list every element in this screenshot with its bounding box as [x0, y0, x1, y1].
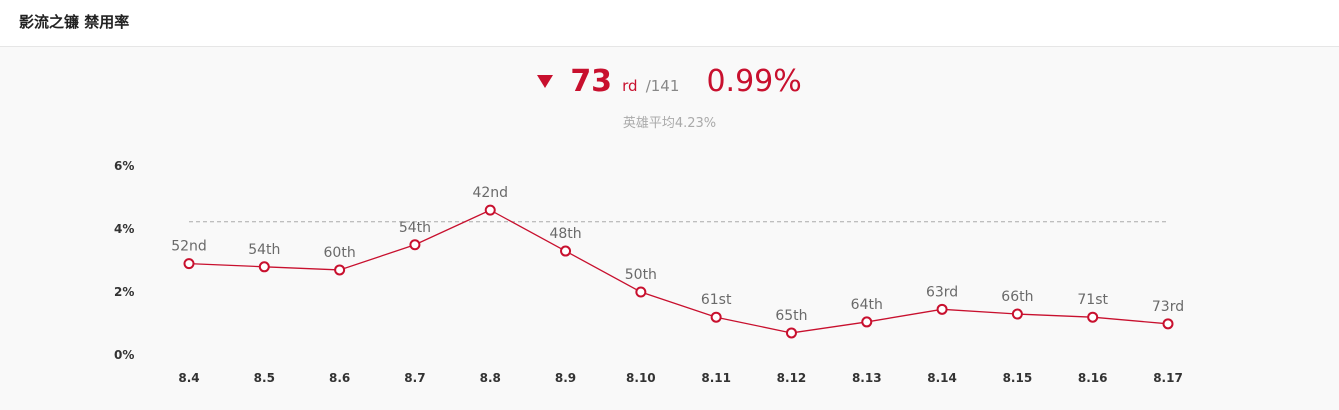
data-point: [258, 261, 270, 273]
page-header: 影流之镰 禁用率: [0, 0, 1339, 47]
x-tick-label: 8.17: [1153, 371, 1183, 385]
y-tick-label: 6%: [114, 159, 134, 173]
data-label: 65th: [775, 308, 807, 324]
data-label: 42nd: [472, 185, 508, 201]
ban-rate-value: 0.99%: [706, 64, 802, 99]
series-line: [188, 209, 1169, 334]
x-tick-label: 8.13: [852, 371, 882, 385]
data-point: [183, 258, 195, 270]
data-label: 61st: [701, 292, 732, 308]
data-point: [861, 316, 873, 328]
page-title: 影流之镰 禁用率: [19, 13, 130, 31]
y-tick-label: 2%: [114, 285, 134, 299]
x-tick-label: 8.6: [329, 371, 350, 385]
rank-number: 73: [570, 64, 613, 99]
x-tick-label: 8.8: [480, 371, 501, 385]
triangle-down-icon: [537, 75, 554, 88]
data-point: [1162, 318, 1174, 330]
x-tick-label: 8.5: [254, 371, 275, 385]
y-tick-label: 4%: [114, 222, 134, 236]
x-tick-label: 8.10: [626, 371, 656, 385]
data-label: 50th: [625, 267, 657, 283]
x-tick-label: 8.4: [178, 371, 199, 385]
data-point: [560, 245, 572, 257]
data-label: 73rd: [1152, 299, 1184, 315]
x-tick-label: 8.15: [1003, 371, 1033, 385]
data-point: [1011, 308, 1023, 320]
data-label: 54th: [399, 220, 431, 236]
y-tick-label: 0%: [114, 348, 134, 362]
hero-average-text: 英雄平均4.23%: [622, 116, 717, 131]
x-tick-label: 8.14: [927, 371, 957, 385]
data-label: 63rd: [926, 284, 958, 300]
rank-summary: 73 rd /141 0.99%: [0, 64, 1339, 104]
data-point: [710, 311, 722, 323]
x-tick-label: 8.9: [555, 371, 576, 385]
data-point: [1087, 311, 1099, 323]
data-label: 48th: [549, 226, 581, 242]
x-tick-label: 8.7: [404, 371, 425, 385]
data-label: 52nd: [171, 239, 207, 255]
data-label: 54th: [248, 242, 280, 258]
x-tick-label: 8.12: [777, 371, 807, 385]
rank-total: /141: [645, 77, 680, 95]
data-point: [635, 286, 647, 298]
data-label: 64th: [851, 297, 883, 313]
data-label: 71st: [1077, 292, 1108, 308]
data-point: [785, 327, 797, 339]
x-tick-label: 8.16: [1078, 371, 1108, 385]
data-point: [936, 303, 948, 315]
data-point: [409, 239, 421, 251]
data-label: 66th: [1001, 289, 1033, 305]
x-tick-label: 8.11: [701, 371, 731, 385]
data-point: [484, 204, 496, 216]
rank-suffix: rd: [622, 77, 638, 95]
data-point: [334, 264, 346, 276]
data-label: 60th: [324, 245, 356, 261]
